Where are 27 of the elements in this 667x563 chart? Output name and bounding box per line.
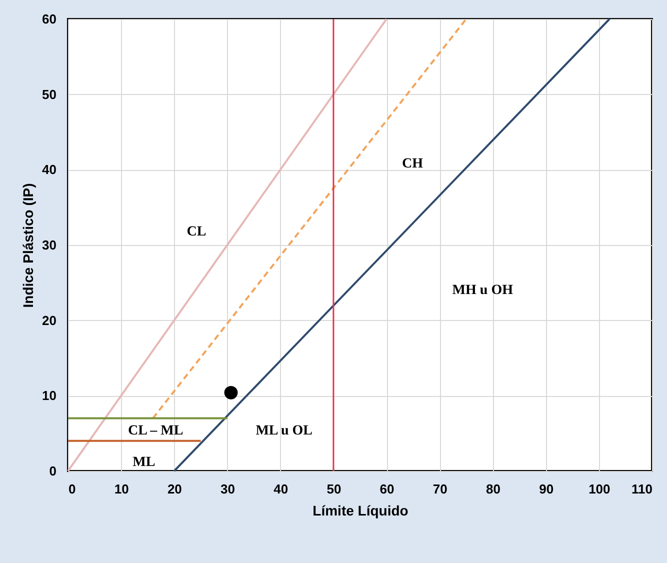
- x-tick-label: 50: [326, 482, 342, 496]
- x-tick-label: 0: [68, 482, 76, 496]
- y-tick-label: 10: [42, 388, 56, 404]
- y-axis-title: Indice Plástico (IP): [20, 183, 36, 308]
- x-tick-label: 40: [274, 482, 288, 496]
- x-tick-label: 60: [380, 482, 394, 496]
- x-tick-label: 70: [432, 482, 448, 496]
- y-tick-label: 40: [42, 162, 56, 178]
- x-tick-label: 30: [220, 482, 236, 496]
- y-tick-label: 60: [42, 12, 56, 26]
- annotation: ML u OL: [256, 423, 312, 438]
- annotation: CH: [402, 156, 424, 172]
- annotation: CL – ML: [128, 423, 184, 438]
- y-tick-label: 50: [42, 86, 56, 102]
- x-tick-label: 10: [114, 482, 129, 496]
- x-axis-title: Límite Líquido: [312, 502, 408, 518]
- x-tick-label: 20: [167, 482, 182, 496]
- x-tick-label: 80: [486, 482, 500, 496]
- annotation: CL: [186, 224, 206, 240]
- x-tick-label: 90: [539, 482, 554, 496]
- y-tick-label: 20: [42, 312, 56, 328]
- annotation: ML: [132, 454, 156, 470]
- y-tick-label: 30: [42, 238, 56, 252]
- x-tick-label: 100: [588, 482, 610, 496]
- x-tick-label: 110: [632, 482, 652, 496]
- y-tick-label: 0: [49, 464, 56, 478]
- annotation: MH u OH: [452, 283, 514, 298]
